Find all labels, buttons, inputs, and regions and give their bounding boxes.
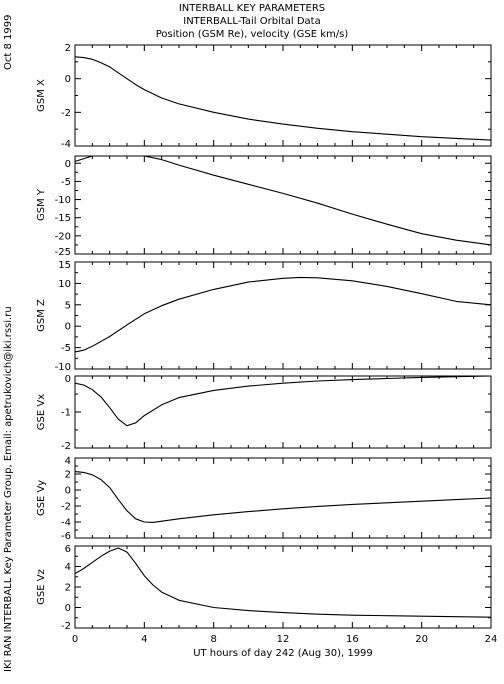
panel-frame: [74, 545, 492, 629]
panel-frame: [74, 155, 492, 255]
y-tick-label: -1: [61, 408, 71, 419]
series-line: [74, 375, 492, 427]
y-tick-label: -2: [61, 441, 71, 452]
y-tick-label: -2: [61, 108, 71, 119]
x-tick-label: 16: [346, 634, 359, 645]
y-tick-label: 0: [65, 159, 71, 170]
y-tick-label: -10: [55, 195, 71, 206]
series-line: [74, 471, 492, 523]
x-tick-label: 12: [277, 634, 290, 645]
y-tick-label: 0: [65, 603, 71, 614]
y-tick-label: -2: [61, 621, 71, 632]
series-line: [74, 155, 492, 246]
y-tick-label: -6: [61, 531, 71, 542]
y-tick-label: 15: [58, 260, 71, 271]
y-axis-label: GSM Z: [36, 299, 47, 332]
series-line: [74, 56, 492, 141]
y-tick-label: 2: [65, 583, 71, 594]
y-axis-label: GSE Vx: [36, 394, 47, 430]
y-tick-label: 4: [65, 562, 71, 573]
y-tick-label: 10: [58, 279, 71, 290]
y-tick-label: -15: [55, 213, 71, 224]
y-axis-label: GSE Vy: [36, 480, 47, 516]
x-tick-label: 4: [141, 634, 147, 645]
figure-subtitle: INTERBALL-Tail Orbital Data: [183, 16, 321, 27]
y-tick-label: -10: [55, 362, 71, 373]
x-tick-label: 24: [485, 634, 498, 645]
y-tick-label: -20: [55, 231, 71, 242]
figure-subtitle-2: Position (GSM Re), velocity (GSE km/s): [155, 29, 349, 40]
x-tick-label: 8: [210, 634, 216, 645]
series-line: [74, 276, 492, 353]
y-axis-label: GSM X: [36, 79, 47, 112]
y-axis-label: GSM Y: [36, 188, 47, 221]
y-tick-label: 0: [65, 486, 71, 497]
x-axis-label: UT hours of day 242 (Aug 30), 1999: [193, 648, 373, 659]
y-tick-label: -5: [61, 177, 71, 188]
panel-frame: [74, 457, 492, 539]
y-tick-label: 2: [65, 470, 71, 481]
y-tick-label: -2: [61, 502, 71, 513]
y-tick-label: -5: [61, 343, 71, 354]
y-tick-label: 0: [65, 374, 71, 385]
y-tick-label: 5: [65, 300, 71, 311]
y-tick-label: 2: [65, 43, 71, 54]
y-tick-label: 4: [65, 456, 71, 467]
x-tick-label: 20: [415, 634, 428, 645]
y-axis-label: GSE Vz: [36, 569, 47, 605]
series-line: [74, 547, 492, 618]
y-tick-label: 6: [65, 544, 71, 555]
y-tick-label: -4: [61, 139, 71, 150]
y-tick-label: 0: [65, 74, 71, 85]
panel-frame: [74, 375, 492, 449]
panel-frame: [74, 44, 492, 147]
y-tick-label: -4: [61, 518, 71, 529]
y-tick-label: 0: [65, 322, 71, 333]
x-tick-label: 0: [72, 634, 78, 645]
y-tick-label: -25: [55, 247, 71, 258]
figure-title: INTERBALL KEY PARAMETERS: [178, 3, 326, 14]
